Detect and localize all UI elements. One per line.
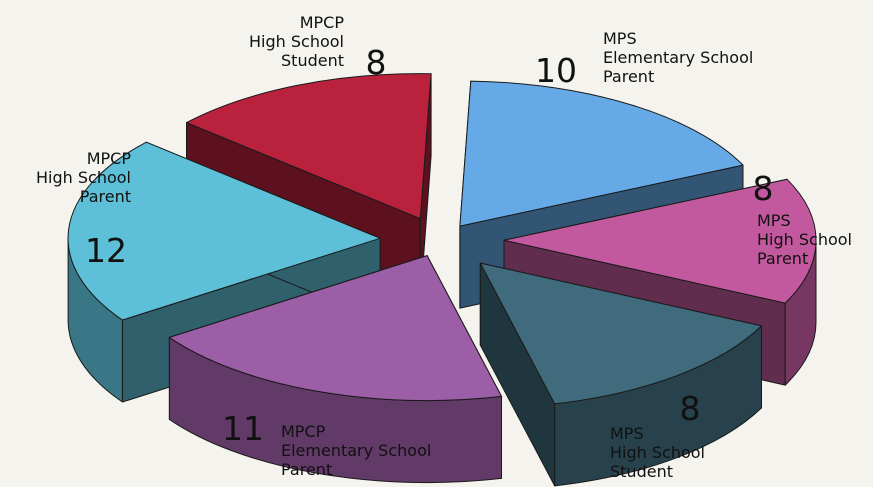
slice-value: 8	[753, 169, 774, 208]
pie-slice	[168, 255, 502, 484]
slice-label-line: Elementary School	[281, 441, 431, 460]
slice-value: 8	[366, 43, 387, 82]
slice-label-line: Parent	[281, 460, 332, 479]
slice-label-line: Parent	[603, 67, 654, 86]
slice-label-line: High School	[757, 230, 852, 249]
slice-label-line: Student	[610, 462, 673, 481]
slice-label-line: MPCP	[87, 149, 132, 168]
slice-top	[479, 262, 762, 405]
slice-label: MPCP Elementary School Parent	[281, 422, 431, 479]
slice-label: MPCP High School Parent	[36, 149, 131, 206]
slice-value: 10	[535, 51, 577, 90]
slice-top	[459, 80, 744, 227]
slice-value: 11	[222, 409, 264, 448]
pie-slice	[479, 262, 762, 487]
slice-label-line: MPCP	[300, 13, 345, 32]
slice-value: 8	[680, 389, 701, 428]
slice-label: MPCP High School Student	[249, 13, 344, 70]
slice-label-line: MPS	[757, 211, 791, 230]
slice-label-line: High School	[36, 168, 131, 187]
slice-label-line: Parent	[80, 187, 131, 206]
slice-value: 12	[85, 231, 127, 270]
slice-label: MPS Elementary School Parent	[603, 29, 753, 86]
slice-top	[67, 141, 381, 321]
slice-top	[186, 73, 432, 220]
slice-label-line: Student	[281, 51, 344, 70]
slice-label-line: High School	[249, 32, 344, 51]
slice-label-line: MPS	[610, 424, 644, 443]
slice-label: MPS High School Student	[610, 424, 705, 481]
slice-label-line: Parent	[757, 249, 808, 268]
slice-label-line: High School	[610, 443, 705, 462]
slice-top	[168, 255, 502, 402]
slice-label-line: MPS	[603, 29, 637, 48]
slice-top	[503, 178, 817, 304]
slice-label-line: MPCP	[281, 422, 326, 441]
slice-label-line: Elementary School	[603, 48, 753, 67]
slice-label: MPS High School Parent	[757, 211, 852, 268]
